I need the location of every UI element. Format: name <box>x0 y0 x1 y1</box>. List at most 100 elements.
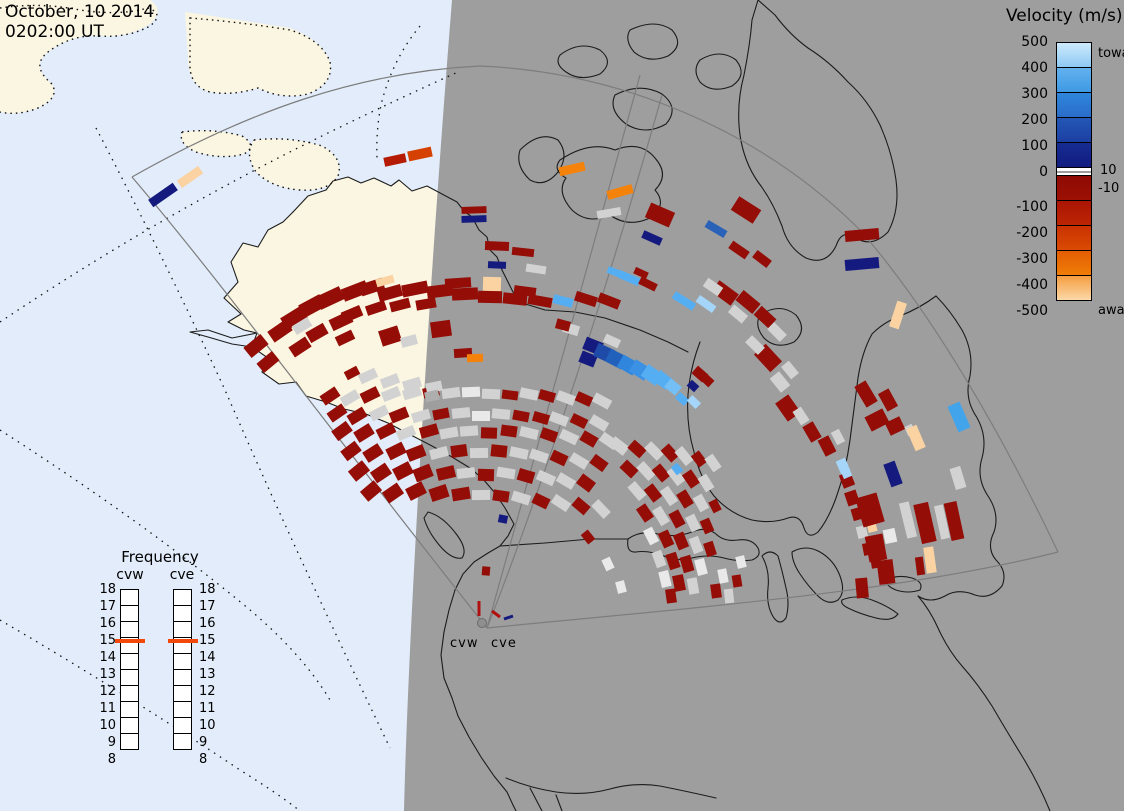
velocity-cell <box>339 389 361 407</box>
velocity-tick-label: 400 <box>1021 60 1048 76</box>
fov-outline <box>131 65 1059 629</box>
velocity-cell <box>638 276 658 292</box>
frequency-legend-title: Frequency <box>121 548 199 566</box>
velocity-cell <box>407 146 433 162</box>
velocity-cell <box>671 291 697 311</box>
velocity-cell <box>906 424 926 452</box>
velocity-cell <box>659 485 679 507</box>
velocity-cell <box>451 287 479 301</box>
velocity-cell <box>666 465 686 487</box>
velocity-cell <box>555 472 577 490</box>
frequency-tick-label: 17 <box>199 599 216 614</box>
velocity-cell <box>674 445 694 467</box>
velocity-cell <box>837 460 853 480</box>
frequency-tick-label: 14 <box>199 650 216 665</box>
frequency-box <box>173 653 192 670</box>
velocity-cell <box>643 483 663 503</box>
velocity-cell <box>644 202 676 228</box>
velocity-cell <box>855 577 869 599</box>
velocity-cell <box>555 390 577 406</box>
velocity-cell <box>844 228 880 242</box>
velocity-cell <box>319 386 341 406</box>
velocity-cell <box>401 280 429 298</box>
velocity-cell <box>817 435 837 457</box>
frequency-box <box>173 685 192 702</box>
velocity-cell <box>767 322 787 342</box>
frequency-tick-label: 11 <box>199 701 216 716</box>
velocity-cell <box>376 283 404 303</box>
velocity-cell <box>615 580 627 594</box>
frequency-tick-label: 8 <box>199 752 208 767</box>
velocity-cell <box>855 492 885 528</box>
velocity-cell <box>364 300 388 316</box>
colorbar-segment-away <box>1056 250 1092 276</box>
velocity-cell <box>692 493 710 513</box>
velocity-cell <box>591 499 611 519</box>
velocity-tick-label: 0 <box>1039 164 1048 180</box>
velocity-tick-label: -200 <box>1016 225 1048 241</box>
velocity-cell <box>388 406 410 424</box>
frequency-tick-label: 8 <box>107 752 116 767</box>
velocity-cell <box>176 165 204 189</box>
velocity-cell <box>580 529 596 545</box>
frequency-box <box>120 621 139 638</box>
frequency-marker <box>115 639 145 643</box>
velocity-cell <box>492 489 510 503</box>
velocity-cell <box>864 408 890 432</box>
velocity-cell <box>578 350 598 368</box>
velocity-cell <box>735 555 747 569</box>
colorbar-segment-away <box>1056 200 1092 226</box>
velocity-cell <box>451 407 471 419</box>
velocity-cell <box>943 501 965 541</box>
velocity-cell <box>665 551 681 571</box>
velocity-cell <box>660 443 680 463</box>
velocity-cell <box>708 498 722 514</box>
velocity-cell <box>710 583 722 599</box>
velocity-cell <box>531 492 551 510</box>
velocity-cell <box>558 161 586 177</box>
velocity-cell <box>574 391 594 407</box>
frequency-tick-label: 15 <box>199 633 216 648</box>
radar-label-cvw: cvw <box>450 636 479 651</box>
velocity-cell <box>340 305 364 323</box>
velocity-cell <box>576 473 596 493</box>
velocity-cell <box>405 444 427 462</box>
velocity-cell <box>685 513 701 533</box>
velocity-cell <box>461 215 487 223</box>
velocity-cell <box>477 468 495 482</box>
velocity-tick-label: -300 <box>1016 251 1048 267</box>
velocity-cell <box>426 283 454 299</box>
velocity-cell <box>568 452 590 470</box>
velocity-cell <box>688 535 704 555</box>
velocity-tick-label: -500 <box>1016 303 1048 319</box>
colorbar-segment-away <box>1056 275 1092 301</box>
velocity-tick-label: -400 <box>1016 277 1048 293</box>
velocity-cell <box>466 353 484 363</box>
velocity-cell <box>913 501 937 545</box>
velocity-cell <box>864 533 888 563</box>
velocity-cell <box>642 526 660 546</box>
velocity-cell <box>727 304 749 324</box>
velocity-cell <box>569 413 589 429</box>
velocity-cell <box>383 153 407 167</box>
velocity-cell <box>781 360 799 380</box>
velocity-cell <box>461 386 481 398</box>
velocity-cell <box>500 424 518 438</box>
velocity-cell <box>690 450 708 468</box>
frequency-tick-label: 9 <box>199 735 208 750</box>
frequency-tick-label: 11 <box>99 701 116 716</box>
velocity-cell <box>381 482 405 504</box>
colorbar-segment-away <box>1056 225 1092 251</box>
toward-label: toward <box>1098 46 1124 61</box>
velocity-cell <box>855 525 869 539</box>
velocity-cell <box>535 469 557 487</box>
velocity-cell <box>315 286 345 310</box>
frequency-tick-label: 10 <box>199 718 216 733</box>
frequency-tick-label: 18 <box>199 582 216 597</box>
velocity-cell <box>601 556 615 572</box>
velocity-cell <box>923 546 937 574</box>
frequency-box <box>173 733 192 750</box>
frequency-box <box>120 605 139 622</box>
